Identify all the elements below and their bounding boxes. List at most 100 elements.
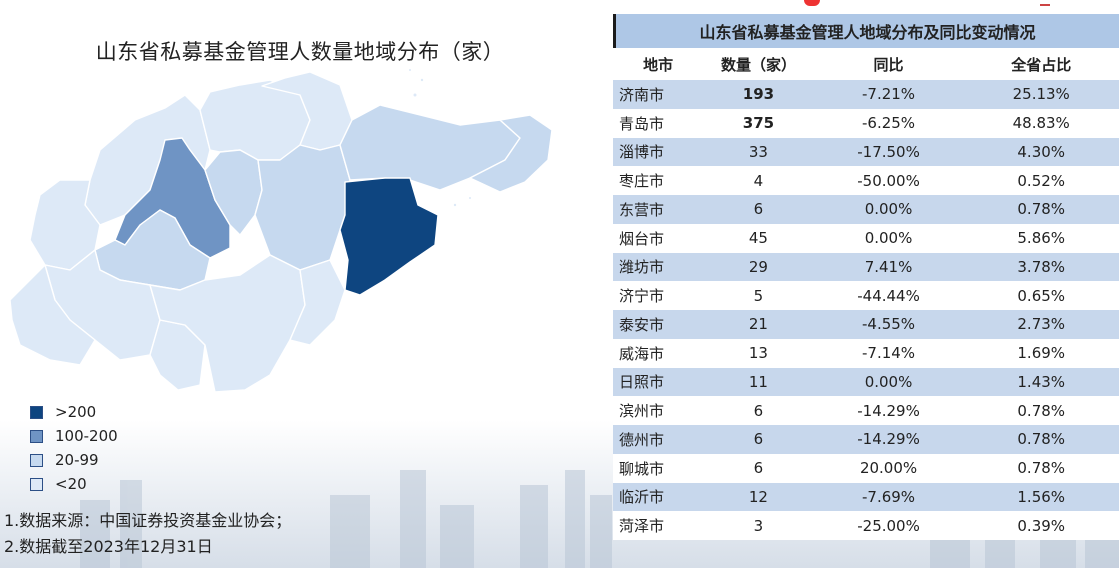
cell-count: 13 [703, 338, 814, 368]
cell-count: 3 [703, 511, 814, 540]
cell-city: 德州市 [613, 425, 704, 454]
cell-count: 6 [703, 425, 814, 454]
cell-count: 21 [703, 310, 814, 339]
cell-count: 6 [703, 453, 814, 483]
distribution-table: 地市 数量（家） 同比 全省占比 济南市 193 -7.21% 25.13% 青岛市 37… [613, 48, 1119, 540]
cell-share: 1.56% [963, 482, 1119, 512]
region-rizhao [289, 259, 346, 346]
legend-label: 100-200 [55, 427, 118, 445]
table-row: 滨州市 6 -14.29% 0.78% [613, 396, 1119, 425]
source-notes: 1.数据来源：中国证券投资基金业协会； 2.数据截至2023年12月31日 [4, 508, 291, 560]
cell-share: 0.78% [963, 195, 1119, 224]
region-weifang [254, 144, 351, 271]
cell-share: 25.13% [963, 80, 1119, 109]
map-legend: >200 100-200 20-99 <20 [30, 400, 118, 496]
cell-yoy: -25.00% [813, 511, 964, 540]
legend-item: <20 [30, 472, 118, 496]
cell-city: 东营市 [613, 195, 704, 224]
cell-share: 0.52% [963, 166, 1119, 195]
cell-yoy: -14.29% [813, 425, 964, 454]
legend-label: <20 [55, 475, 87, 493]
map-title: 山东省私募基金管理人数量地域分布（家） [95, 40, 505, 64]
cell-count: 11 [703, 367, 814, 397]
cell-city: 潍坊市 [613, 252, 704, 282]
cell-count: 33 [703, 137, 814, 167]
cell-share: 0.65% [963, 281, 1119, 310]
table-row: 德州市 6 -14.29% 0.78% [613, 425, 1119, 454]
table-row: 泰安市 21 -4.55% 2.73% [613, 310, 1119, 339]
table-row: 济南市 193 -7.21% 25.13% [613, 80, 1119, 109]
cell-yoy: 0.00% [813, 195, 964, 224]
cell-city: 日照市 [613, 367, 704, 397]
cell-city: 青岛市 [613, 108, 704, 138]
cell-city: 烟台市 [613, 223, 704, 253]
cell-yoy: 20.00% [813, 453, 964, 483]
cell-share: 5.86% [963, 223, 1119, 253]
cell-share: 0.78% [963, 453, 1119, 483]
table-header-row: 地市 数量（家） 同比 全省占比 [613, 48, 1119, 80]
table-row: 济宁市 5 -44.44% 0.65% [613, 281, 1119, 310]
cell-yoy: -7.69% [813, 482, 964, 512]
legend-swatch [30, 453, 43, 467]
cell-count: 5 [703, 281, 814, 310]
column-header-count: 数量（家） [703, 48, 814, 80]
table-title: 山东省私募基金管理人地域分布及同比变动情况 [613, 14, 1119, 48]
legend-item: 20-99 [30, 448, 118, 472]
cell-city: 威海市 [613, 338, 704, 368]
cell-city: 临沂市 [613, 482, 704, 512]
cell-yoy: -44.44% [813, 281, 964, 310]
cell-share: 0.78% [963, 396, 1119, 425]
cell-yoy: 7.41% [813, 252, 964, 282]
table-row: 东营市 6 0.00% 0.78% [613, 195, 1119, 224]
cell-count: 6 [703, 195, 814, 224]
table-row: 聊城市 6 20.00% 0.78% [613, 453, 1119, 483]
table-row: 日照市 11 0.00% 1.43% [613, 367, 1119, 397]
cell-yoy: -50.00% [813, 166, 964, 195]
source-note: 1.数据来源：中国证券投资基金业协会； [4, 511, 292, 530]
legend-swatch [30, 477, 43, 491]
cell-count: 193 [703, 80, 814, 109]
region-heze [9, 264, 96, 366]
cell-count: 6 [703, 396, 814, 425]
table-row: 潍坊市 29 7.41% 3.78% [613, 252, 1119, 282]
cell-city: 泰安市 [613, 310, 704, 339]
cell-count: 375 [703, 108, 814, 138]
column-header-city: 地市 [613, 48, 704, 80]
shandong-map [9, 69, 553, 393]
region-qingdao [339, 177, 439, 296]
cell-share: 1.69% [963, 338, 1119, 368]
cell-count: 29 [703, 252, 814, 282]
table-row: 临沂市 12 -7.69% 1.56% [613, 482, 1119, 512]
cell-share: 0.39% [963, 511, 1119, 540]
cell-yoy: -14.29% [813, 396, 964, 425]
cell-yoy: 0.00% [813, 223, 964, 253]
cell-yoy: -7.21% [813, 80, 964, 109]
legend-item: 100-200 [30, 424, 118, 448]
cell-city: 济南市 [613, 80, 704, 109]
legend-label: 20-99 [55, 451, 99, 469]
table-row: 菏泽市 3 -25.00% 0.39% [613, 511, 1119, 540]
cell-city: 聊城市 [613, 453, 704, 483]
cell-yoy: -6.25% [813, 108, 964, 138]
cell-share: 0.78% [963, 425, 1119, 454]
table-body: 济南市 193 -7.21% 25.13% 青岛市 375 -6.25% 48.83% 淄博市 3… [613, 80, 1119, 540]
cell-yoy: -17.50% [813, 137, 964, 167]
table-row: 枣庄市 4 -50.00% 0.52% [613, 166, 1119, 195]
legend-item: >200 [30, 400, 118, 424]
cell-count: 12 [703, 482, 814, 512]
legend-swatch [30, 429, 43, 443]
legend-swatch [30, 405, 43, 419]
cell-city: 滨州市 [613, 396, 704, 425]
cell-yoy: -4.55% [813, 310, 964, 339]
source-note: 2.数据截至2023年12月31日 [4, 537, 213, 556]
legend-label: >200 [55, 403, 97, 421]
cell-count: 45 [703, 223, 814, 253]
table-row: 青岛市 375 -6.25% 48.83% [613, 108, 1119, 138]
table-row: 烟台市 45 0.00% 5.86% [613, 223, 1119, 253]
top-decoration-2 [1040, 0, 1050, 6]
cell-share: 48.83% [963, 108, 1119, 138]
cell-city: 枣庄市 [613, 166, 704, 195]
cell-yoy: 0.00% [813, 367, 964, 397]
cell-share: 4.30% [963, 137, 1119, 167]
column-header-yoy: 同比 [813, 48, 964, 80]
